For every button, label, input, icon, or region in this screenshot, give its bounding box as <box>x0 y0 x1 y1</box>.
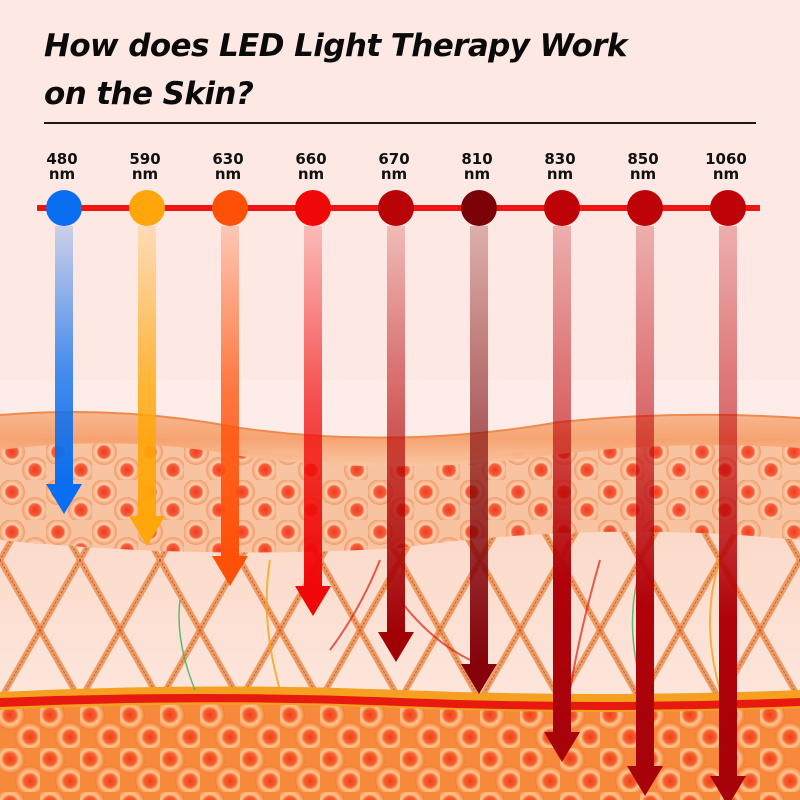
wavelength-dot-660 <box>295 190 331 226</box>
hypodermis-layer <box>0 704 800 800</box>
wavelength-label-630: 630 nm <box>212 150 244 183</box>
title-line-2: on the Skin? <box>44 76 254 112</box>
wavelength-label-810: 810 nm <box>461 150 493 183</box>
wavelength-label-850: 850 nm <box>627 150 659 183</box>
wavelength-label-670: 670 nm <box>378 150 410 183</box>
title-underline <box>44 122 756 124</box>
wavelength-dot-810 <box>461 190 497 226</box>
wavelength-label-660: 660 nm <box>295 150 327 183</box>
title-line-1: How does LED Light Therapy Work <box>44 28 627 64</box>
wavelength-dot-850 <box>627 190 663 226</box>
wavelength-dot-830 <box>544 190 580 226</box>
wavelength-dot-1060 <box>710 190 746 226</box>
wavelength-label-480: 480 nm <box>46 150 78 183</box>
page-title: How does LED Light Therapy Work on the S… <box>44 22 764 118</box>
wavelength-dot-480 <box>46 190 82 226</box>
wavelength-dot-630 <box>212 190 248 226</box>
wavelength-dot-590 <box>129 190 165 226</box>
wavelength-label-830: 830 nm <box>544 150 576 183</box>
wavelength-label-1060: 1060 nm <box>705 150 747 183</box>
wavelength-dot-670 <box>378 190 414 226</box>
wavelength-label-590: 590 nm <box>129 150 161 183</box>
